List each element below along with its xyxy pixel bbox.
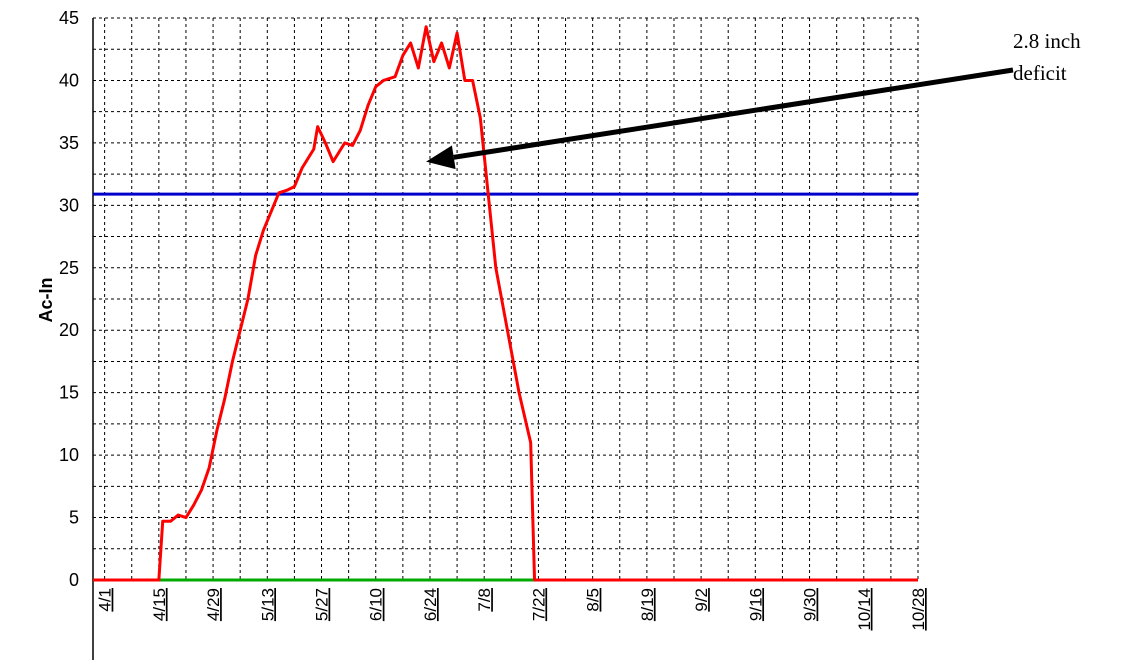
x-tick-label: 7/8	[475, 588, 494, 612]
x-tick-label: 9/16	[746, 588, 765, 621]
x-tick-label: 8/19	[638, 588, 657, 621]
y-tick-label: 20	[59, 320, 79, 340]
x-tick-label: 4/29	[204, 588, 223, 621]
y-tick-label: 25	[59, 258, 79, 278]
x-tick-label: 5/27	[313, 588, 332, 621]
annotation-line: 2.8 inch	[1013, 29, 1081, 53]
annotation-line: deficit	[1013, 61, 1067, 85]
x-tick-label: 9/2	[692, 588, 711, 612]
y-tick-label: 0	[69, 570, 79, 590]
x-tick-label: 5/13	[258, 588, 277, 621]
y-tick-label: 45	[59, 8, 79, 28]
annotation-arrow	[453, 67, 1014, 160]
y-tick-label: 30	[59, 195, 79, 215]
x-tick-label: 4/15	[150, 588, 169, 621]
x-tick-label: 4/1	[96, 588, 115, 612]
annotation-arrowhead	[426, 145, 456, 170]
x-tick-label: 10/28	[909, 588, 928, 631]
series-line	[93, 25, 918, 582]
y-tick-label: 10	[59, 445, 79, 465]
y-tick-label: 15	[59, 383, 79, 403]
y-tick-label: 35	[59, 133, 79, 153]
y-tick-label: 5	[69, 508, 79, 528]
x-tick-label: 7/22	[529, 588, 548, 621]
x-tick-label: 10/14	[855, 588, 874, 631]
y-axis-label: Ac-In	[36, 278, 56, 323]
x-tick-label: 6/10	[367, 588, 386, 621]
x-tick-label: 6/24	[421, 588, 440, 621]
x-tick-label: 9/30	[801, 588, 820, 621]
y-tick-label: 40	[59, 70, 79, 90]
x-tick-label: 8/5	[584, 588, 603, 612]
